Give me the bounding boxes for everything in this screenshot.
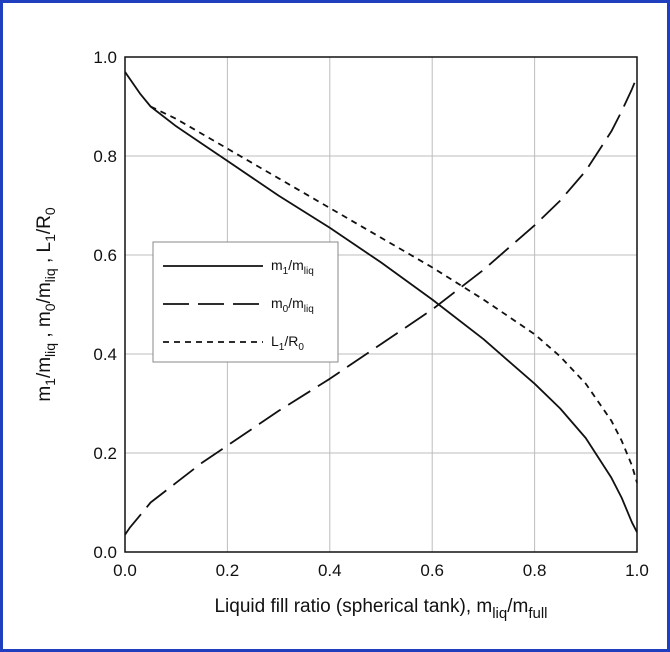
legend-items: m1/mliq m0/mliq L1/R0 bbox=[163, 257, 314, 353]
series-line-3 bbox=[150, 105, 638, 483]
x-tick-label: 0.4 bbox=[318, 561, 342, 580]
legend-label-2: m0/mliq bbox=[271, 295, 314, 315]
y-tick-label: 0.6 bbox=[93, 246, 117, 265]
y-tick-label: 0.2 bbox=[93, 444, 117, 463]
series-lines bbox=[124, 71, 638, 536]
legend-label-3: L1/R0 bbox=[271, 333, 304, 353]
x-tick-label: 0.2 bbox=[216, 561, 240, 580]
x-axis-label-tail-sub: full bbox=[528, 605, 547, 622]
x-tick-label: 1.0 bbox=[625, 561, 649, 580]
x-tick-label: 0.0 bbox=[113, 561, 137, 580]
y-tick-label: 0.0 bbox=[93, 543, 117, 562]
legend: m1/mliq m0/mliq L1/R0 bbox=[152, 241, 339, 363]
x-tick-label: 0.8 bbox=[523, 561, 547, 580]
y-tick-labels: 0.0 0.2 0.4 0.6 0.8 1.0 bbox=[93, 48, 117, 562]
x-axis-label-sub: liq bbox=[492, 605, 507, 622]
x-tick-labels: 0.0 0.2 0.4 0.6 0.8 1.0 bbox=[113, 561, 649, 580]
y-tick-label: 0.8 bbox=[93, 147, 117, 166]
legend-box bbox=[152, 241, 339, 363]
y-tick-label: 1.0 bbox=[93, 48, 117, 67]
legend-label-1: m1/mliq bbox=[271, 257, 314, 277]
x-axis-label: Liquid fill ratio (spherical tank), mliq… bbox=[214, 596, 547, 622]
x-axis-label-tail: /m bbox=[507, 596, 528, 617]
y-axis-label: m1/mliq , m0/mliq , L1/R0 bbox=[34, 207, 58, 402]
series-line-2 bbox=[124, 76, 638, 536]
y-tick-label: 0.4 bbox=[93, 345, 117, 364]
x-axis-label-main: Liquid fill ratio (spherical tank), m bbox=[214, 596, 492, 617]
x-tick-label: 0.6 bbox=[420, 561, 444, 580]
plot-area-border bbox=[124, 56, 638, 553]
